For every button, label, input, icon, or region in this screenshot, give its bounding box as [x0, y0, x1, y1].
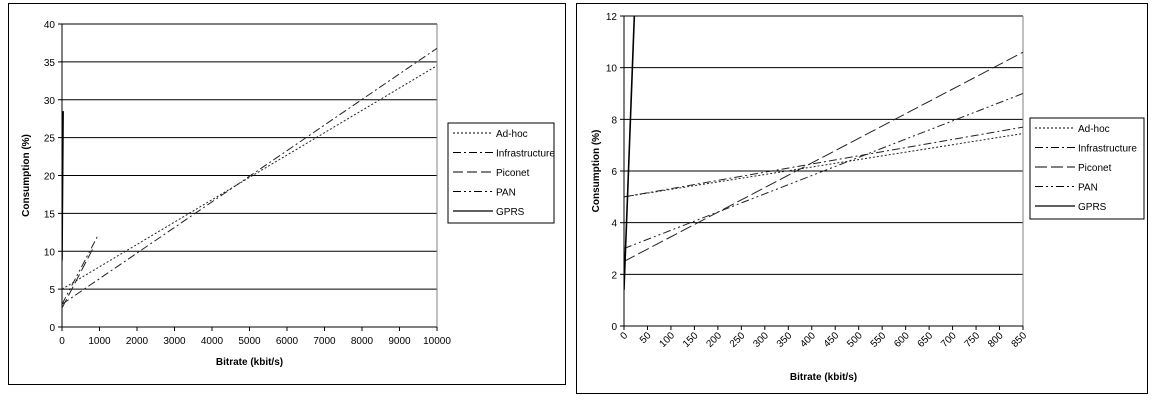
- x-axis-title: Bitrate (kbit/s): [216, 357, 283, 368]
- series-line-infrastructure: [62, 47, 437, 305]
- legend-box: [447, 122, 555, 224]
- chart-right-svg: 0 2 4 6 8 10 12 0 50 100 150 200 250 300 350 400 450 500 5…: [591, 12, 1145, 383]
- x-tick-label: 400: [798, 330, 818, 350]
- x-tick-label: 0: [59, 336, 65, 347]
- y-axis-title: Consumption (%): [591, 130, 602, 213]
- series-line-piconet: [62, 246, 95, 309]
- y-tick-label: 40: [44, 20, 56, 31]
- legend-label: Ad-hoc: [1078, 124, 1110, 135]
- x-tick-label: 150: [681, 330, 701, 350]
- x-tick-label: 6000: [276, 336, 299, 347]
- series-line-pan: [624, 93, 1023, 249]
- chart-left: 0 5 10 15 20 25 30 35 40 0 1000 2000 3000 4000 5000 600…: [8, 3, 566, 385]
- x-tick-label: 650: [916, 330, 936, 350]
- x-tick-label: 800: [986, 330, 1006, 350]
- series-line-ad-hoc: [62, 65, 437, 290]
- y-tick-label: 2: [611, 270, 617, 281]
- series-line-pan: [62, 235, 99, 305]
- legend-box: [1029, 117, 1145, 220]
- x-tick-label: 350: [775, 330, 795, 350]
- series-line-gprs: [62, 111, 64, 261]
- series-line-ad-hoc: [624, 133, 1023, 198]
- y-tick-label: 20: [44, 172, 56, 183]
- y-tick-label: 35: [44, 58, 56, 69]
- y-tick-label: 4: [611, 219, 617, 230]
- x-tick-label: 10000: [423, 336, 451, 347]
- x-tick-label: 250: [728, 330, 748, 350]
- y-tick-label: 0: [49, 323, 55, 334]
- x-tick-label: 0: [618, 330, 630, 342]
- x-tick-label: 500: [845, 330, 865, 350]
- y-tick-label: 6: [611, 167, 617, 178]
- y-tick-label: 0: [611, 322, 617, 333]
- x-tick-label: 4000: [201, 336, 224, 347]
- x-tick-label: 8000: [351, 336, 374, 347]
- series-line-piconet: [624, 51, 1023, 262]
- legend-label: Infrastructure: [496, 149, 555, 160]
- series-line-gprs: [624, 15, 636, 290]
- x-tick-label: 750: [963, 330, 983, 350]
- y-tick-label: 25: [44, 134, 56, 145]
- y-tick-label: 10: [606, 64, 618, 75]
- x-tick-label: 100: [657, 330, 677, 350]
- y-tick-label: 30: [44, 96, 56, 107]
- legend-label: Piconet: [1078, 163, 1112, 174]
- x-tick-label: 600: [892, 330, 912, 350]
- x-tick-label: 700: [939, 330, 959, 350]
- x-tick-label: 850: [1010, 330, 1030, 350]
- x-tick-label: 50: [638, 330, 654, 346]
- chart-right: 0 2 4 6 8 10 12 0 50 100 150 200 250 300 350 400 450 500 5…: [576, 3, 1148, 394]
- x-tick-label: 450: [822, 330, 842, 350]
- legend-label: PAN: [496, 188, 516, 199]
- series-line-infrastructure: [624, 126, 1023, 198]
- x-tick-label: 9000: [388, 336, 411, 347]
- x-tick-label: 5000: [238, 336, 261, 347]
- x-tick-label: 7000: [313, 336, 336, 347]
- x-tick-label: 200: [704, 330, 724, 350]
- x-tick-label: 300: [751, 330, 771, 350]
- x-axis-title: Bitrate (kbit/s): [790, 372, 857, 383]
- x-tick-label: 550: [869, 330, 889, 350]
- y-tick-label: 15: [44, 209, 56, 220]
- y-tick-label: 10: [44, 247, 56, 258]
- y-tick-label: 8: [611, 115, 617, 126]
- legend-label: Infrastructure: [1078, 144, 1137, 155]
- y-axis-title: Consumption (%): [21, 134, 32, 217]
- chart-left-svg: 0 5 10 15 20 25 30 35 40 0 1000 2000 3000 4000 5000 600…: [21, 20, 555, 368]
- legend-label: Piconet: [496, 168, 530, 179]
- x-tick-label: 2000: [126, 336, 149, 347]
- x-tick-label: 1000: [88, 336, 111, 347]
- y-tick-label: 12: [606, 12, 618, 23]
- legend-label: PAN: [1078, 183, 1098, 194]
- y-tick-label: 5: [49, 285, 55, 296]
- legend-label: GPRS: [496, 207, 525, 218]
- legend-label: Ad-hoc: [496, 129, 528, 140]
- legend-label: GPRS: [1078, 202, 1107, 213]
- x-tick-label: 3000: [163, 336, 186, 347]
